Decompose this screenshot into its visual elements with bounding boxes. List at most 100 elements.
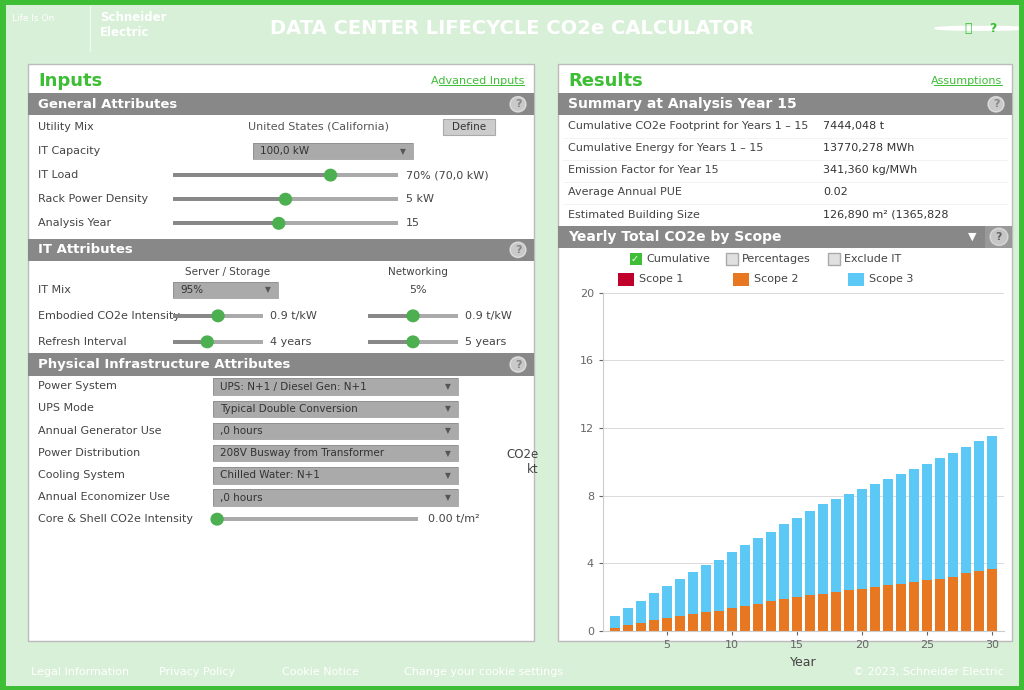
Bar — [173, 221, 398, 225]
Circle shape — [280, 193, 292, 205]
Text: 0.02: 0.02 — [823, 188, 848, 197]
Text: ?: ? — [989, 22, 997, 34]
Circle shape — [961, 26, 1024, 30]
Text: Typical Double Conversion: Typical Double Conversion — [220, 404, 357, 414]
Text: Average Annual PUE: Average Annual PUE — [568, 188, 682, 197]
Text: Life Is On: Life Is On — [12, 14, 54, 23]
Text: Change your cookie settings: Change your cookie settings — [404, 667, 563, 677]
Text: 5 years: 5 years — [465, 337, 506, 347]
Text: Scope 3: Scope 3 — [869, 274, 913, 284]
Bar — [213, 518, 217, 521]
Bar — [935, 578, 945, 631]
Bar — [173, 197, 398, 201]
Circle shape — [201, 336, 213, 348]
Bar — [609, 628, 620, 631]
Bar — [173, 340, 207, 344]
Text: ▼: ▼ — [445, 426, 451, 435]
Bar — [368, 314, 413, 318]
Y-axis label: CO2e
kt: CO2e kt — [506, 448, 539, 476]
Bar — [636, 600, 646, 622]
Bar — [909, 582, 920, 631]
Text: Scope 1: Scope 1 — [639, 274, 683, 284]
Bar — [857, 489, 867, 589]
Text: Percentages: Percentages — [742, 254, 811, 264]
Bar — [173, 173, 398, 177]
Bar — [987, 435, 997, 569]
Text: ,0 hours: ,0 hours — [220, 426, 262, 436]
Text: 126,890 m² (1365,828: 126,890 m² (1365,828 — [823, 210, 948, 219]
Bar — [830, 499, 841, 592]
Text: Cumulative CO2e Footprint for Years 1 – 15: Cumulative CO2e Footprint for Years 1 – … — [568, 121, 808, 131]
Text: Power System: Power System — [38, 381, 117, 391]
Circle shape — [988, 97, 1004, 112]
Bar — [213, 467, 458, 484]
Text: IT Capacity: IT Capacity — [38, 146, 100, 156]
Bar — [922, 580, 932, 631]
Bar — [883, 479, 893, 585]
Bar — [818, 504, 828, 594]
Text: 208V Busway from Transformer: 208V Busway from Transformer — [220, 448, 384, 458]
Text: Rack Power Density: Rack Power Density — [38, 194, 148, 204]
Bar — [173, 314, 263, 318]
Bar — [962, 573, 972, 631]
Bar — [636, 622, 646, 631]
Text: Scope 2: Scope 2 — [754, 274, 799, 284]
Bar — [727, 608, 737, 631]
Text: Networking: Networking — [388, 266, 447, 277]
Bar — [714, 560, 724, 611]
Bar — [648, 620, 658, 631]
Text: United States (California): United States (California) — [248, 122, 389, 132]
Bar — [805, 511, 815, 595]
Text: 95%: 95% — [180, 285, 203, 295]
Bar — [974, 571, 984, 631]
Bar — [368, 340, 413, 344]
Text: Cumulative: Cumulative — [646, 254, 710, 264]
Bar — [896, 584, 906, 631]
Circle shape — [325, 169, 337, 181]
Bar — [173, 314, 218, 318]
Circle shape — [510, 97, 526, 112]
Text: Power Distribution: Power Distribution — [38, 448, 140, 457]
Text: IT Load: IT Load — [38, 170, 78, 180]
Bar — [830, 592, 841, 631]
Text: ▼: ▼ — [400, 146, 406, 155]
Text: UPS: N+1 / Diesel Gen: N+1: UPS: N+1 / Diesel Gen: N+1 — [220, 382, 367, 392]
Bar — [173, 221, 279, 225]
Text: ▼: ▼ — [445, 493, 451, 502]
Bar — [213, 467, 458, 484]
Bar — [213, 379, 458, 395]
Bar — [844, 591, 854, 631]
Circle shape — [212, 310, 224, 322]
Bar — [727, 552, 737, 608]
Bar — [213, 401, 458, 417]
Bar — [739, 606, 750, 631]
Text: IT Mix: IT Mix — [38, 285, 71, 295]
Bar — [714, 611, 724, 631]
Bar — [28, 239, 534, 261]
Text: Yearly Total CO2e by Scope: Yearly Total CO2e by Scope — [568, 230, 781, 244]
Bar — [739, 544, 750, 606]
Text: ▼: ▼ — [445, 404, 451, 413]
Bar — [368, 314, 458, 318]
Bar — [623, 625, 633, 631]
Circle shape — [510, 357, 526, 372]
Bar — [935, 458, 945, 578]
Text: ▼: ▼ — [445, 382, 451, 391]
Bar — [987, 569, 997, 631]
Text: ?: ? — [992, 99, 999, 109]
Text: ✓: ✓ — [631, 254, 639, 264]
Text: 15: 15 — [406, 218, 420, 228]
Bar — [173, 173, 331, 177]
Bar — [909, 469, 920, 582]
Bar — [948, 577, 958, 631]
Bar — [848, 273, 864, 286]
Text: Legal Information: Legal Information — [31, 667, 129, 677]
Text: UPS Mode: UPS Mode — [38, 404, 94, 413]
Text: DATA CENTER LIFECYCLE CO2e CALCULATOR: DATA CENTER LIFECYCLE CO2e CALCULATOR — [270, 19, 754, 38]
Text: ▼: ▼ — [445, 471, 451, 480]
Circle shape — [407, 336, 419, 348]
Circle shape — [935, 26, 1000, 30]
Text: Utility Mix: Utility Mix — [38, 122, 94, 132]
Text: Schneider
Electric: Schneider Electric — [100, 12, 167, 39]
Text: Results: Results — [568, 72, 643, 90]
